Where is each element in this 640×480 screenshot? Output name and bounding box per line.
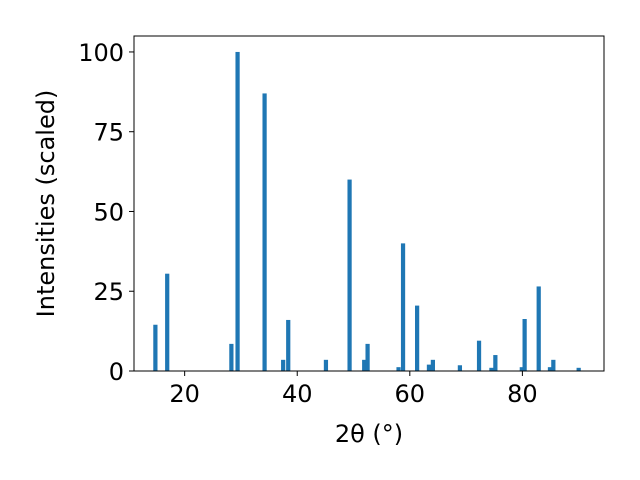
bar — [522, 319, 527, 371]
bar — [493, 355, 498, 371]
bar — [576, 367, 581, 371]
bar — [362, 359, 367, 371]
bar — [426, 364, 432, 371]
bar — [551, 359, 556, 371]
x-tick-label: 60 — [395, 380, 426, 408]
bar — [476, 340, 482, 371]
bar — [489, 367, 494, 371]
bar — [347, 179, 352, 371]
x-axis-ticks: 20 40 60 80 — [169, 371, 538, 408]
bars-group — [153, 51, 581, 372]
bar — [165, 273, 170, 371]
bar — [286, 319, 291, 371]
y-tick-label: 25 — [93, 278, 124, 306]
bar — [536, 286, 541, 371]
bar — [519, 367, 524, 371]
y-axis-label: Intensities (scaled) — [32, 90, 60, 318]
y-tick-label: 50 — [93, 198, 124, 226]
x-axis-label: 2θ (°) — [335, 420, 403, 448]
bar — [229, 343, 234, 371]
y-tick-label: 0 — [109, 358, 124, 386]
bar — [262, 93, 267, 372]
bar — [415, 305, 420, 371]
bar — [153, 324, 158, 371]
bar — [365, 343, 370, 371]
bar — [396, 367, 401, 371]
y-tick-label: 100 — [78, 39, 124, 67]
bar — [457, 365, 463, 371]
bar — [323, 359, 329, 371]
y-tick-label: 75 — [93, 119, 124, 147]
x-tick-label: 80 — [507, 380, 538, 408]
x-tick-label: 20 — [169, 380, 200, 408]
bar — [547, 367, 553, 371]
bar — [400, 243, 406, 371]
plot-frame — [133, 35, 605, 372]
y-axis-ticks: 0 25 50 75 100 — [78, 39, 134, 386]
bar — [430, 359, 435, 371]
bar — [281, 359, 286, 371]
x-tick-label: 40 — [282, 380, 313, 408]
bar — [235, 51, 240, 371]
